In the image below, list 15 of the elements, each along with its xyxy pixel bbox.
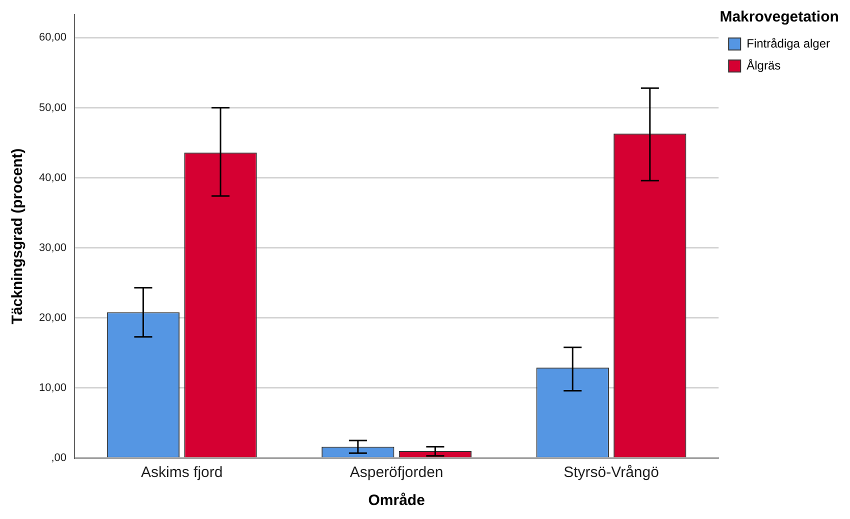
x-tick-label: Askims fjord <box>141 464 223 482</box>
y-tick-label: 40,00 <box>38 172 67 184</box>
y-tick-label: ,00 <box>51 452 67 464</box>
legend-label: Ålgräs <box>746 58 781 72</box>
legend-label: Fintrådiga alger <box>746 36 830 50</box>
y-tick-label: 10,00 <box>38 382 67 394</box>
y-tick-label: 50,00 <box>38 102 67 114</box>
x-axis-title: Område <box>368 492 425 510</box>
y-axis-title: Täckningsgrad (procent) <box>9 148 26 324</box>
x-tick-label: Asperöfjorden <box>350 464 444 482</box>
x-tick-label: Styrsö-Vrångö <box>564 464 659 482</box>
y-tick-label: 20,00 <box>38 312 67 324</box>
y-tick-label: 60,00 <box>38 32 67 44</box>
y-tick-label: 30,00 <box>38 242 67 254</box>
legend-title: Makrovegetation <box>720 8 839 26</box>
